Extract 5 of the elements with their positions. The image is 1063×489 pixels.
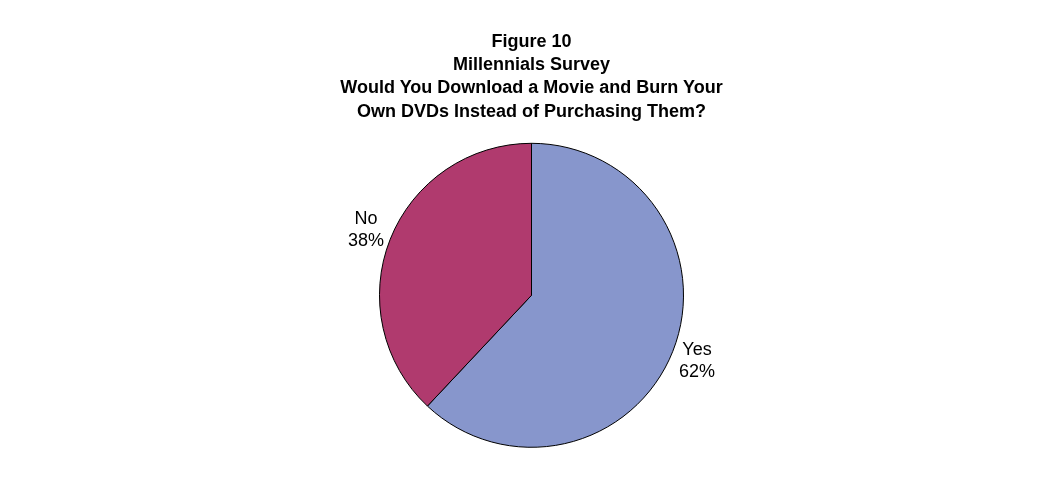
data-label: 62%	[678, 360, 716, 381]
slice-label: Yes	[682, 338, 712, 359]
slice-label: No	[354, 207, 378, 228]
chart-title: Figure 10 Millennials Survey Would You Download a Movie and Burn Your Own DVDs Instead of Purchasing Them?	[340, 30, 723, 121]
data-label: 38%	[347, 229, 385, 250]
